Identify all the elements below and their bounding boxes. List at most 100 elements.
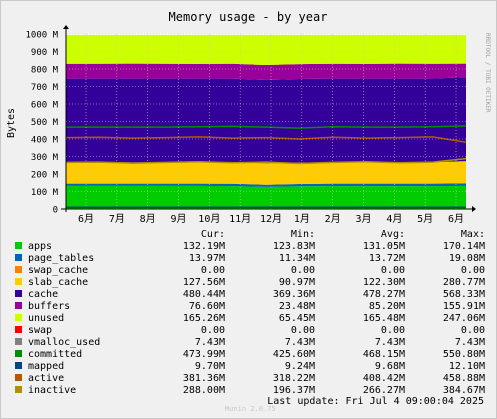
memory-chart: Memory usage - by year Bytes RRDTOOL / T…	[6, 10, 491, 225]
line-committed	[66, 125, 467, 129]
area-unused	[66, 34, 466, 65]
legend-series-name: unused	[28, 313, 65, 324]
legend-swatch	[15, 374, 22, 381]
x-tick-label: 3月	[355, 213, 371, 225]
legend-series-name: apps	[28, 241, 53, 252]
y-tick-label: 900 M	[31, 48, 59, 58]
legend-value-avg: 478.27M	[362, 289, 405, 300]
legend-value-avg: 468.15M	[362, 349, 405, 360]
x-tick-label: 6月	[448, 213, 464, 225]
legend-value-cur: 0.00	[200, 265, 225, 276]
legend-series-name: buffers	[28, 301, 71, 312]
y-tick-label: 200 M	[31, 171, 59, 181]
legend-series-name: swap	[28, 325, 53, 336]
legend-value-cur: 127.56M	[182, 277, 225, 288]
legend-swatch	[15, 362, 22, 369]
legend-value-cur: 0.00	[200, 325, 225, 336]
legend-header-cur: Cur:	[200, 229, 225, 240]
x-tick-label: 7月	[109, 213, 125, 225]
y-tick-label: 1000 M	[25, 31, 58, 41]
y-tick-label: 800 M	[31, 66, 59, 76]
legend-value-cur: 9.70M	[194, 361, 225, 372]
x-tick-label: 10月	[198, 213, 220, 225]
legend-value-avg: 7.43M	[374, 337, 405, 348]
legend-row-mapped: mapped 9.70M 9.24M 9.68M 12.10M	[15, 361, 485, 373]
legend-swatch	[15, 386, 22, 393]
x-tick-label: 1月	[294, 213, 310, 225]
legend-row-apps: apps 132.19M 123.83M 131.05M 170.14M	[15, 241, 485, 253]
legend-swatch	[15, 326, 22, 333]
legend-value-avg: 0.00	[380, 265, 405, 276]
y-tick-label: 300 M	[31, 153, 59, 163]
y-tick-label: 600 M	[31, 101, 59, 111]
y-tick-label: 100 M	[31, 188, 59, 198]
x-tick-label: 8月	[140, 213, 156, 225]
legend-value-min: 23.48M	[278, 301, 315, 312]
legend-value-max: 7.43M	[454, 337, 485, 348]
legend-value-cur: 165.26M	[182, 313, 225, 324]
legend-row-unused: unused 165.26M 65.45M 165.48M 247.06M	[15, 313, 485, 325]
x-axis-arrow	[472, 206, 476, 212]
area-buffers	[66, 63, 466, 80]
legend-swatch	[15, 338, 22, 345]
x-tick-label: 11月	[229, 213, 251, 225]
legend-series-name: mapped	[28, 361, 65, 372]
legend-value-max: 247.06M	[442, 313, 485, 324]
legend-value-cur: 288.00M	[182, 385, 225, 396]
legend-swatch	[15, 314, 22, 321]
legend-row-page-tables: page_tables 13.97M 11.34M 13.72M 19.08M	[15, 253, 485, 265]
line-active	[65, 136, 467, 144]
x-tick-label: 6月	[78, 213, 94, 225]
legend-value-min: 11.34M	[278, 253, 315, 264]
legend-value-avg: 85.20M	[368, 301, 405, 312]
legend-series-name: active	[28, 373, 65, 384]
x-tick-label: 4月	[386, 213, 402, 225]
legend-swatch	[15, 290, 22, 297]
y-tick-label: 500 M	[31, 118, 59, 128]
legend-value-cur: 132.19M	[182, 241, 225, 252]
legend-value-min: 7.43M	[284, 337, 315, 348]
legend-value-avg: 165.48M	[362, 313, 405, 324]
legend-value-cur: 76.60M	[188, 301, 225, 312]
legend-value-avg: 13.72M	[368, 253, 405, 264]
legend-value-max: 170.14M	[442, 241, 485, 252]
legend-series-name: page_tables	[28, 253, 95, 264]
legend-row-buffers: buffers 76.60M 23.48M 85.20M 155.91M	[15, 301, 485, 313]
legend-row-slab-cache: slab_cache 127.56M 90.97M 122.30M 280.77M	[15, 277, 485, 289]
legend-header-avg: Avg:	[380, 229, 405, 240]
area-page-tables	[66, 183, 466, 187]
legend-header-max: Max:	[460, 229, 485, 240]
legend-value-min: 318.22M	[272, 373, 315, 384]
legend-series-name: vmalloc_used	[28, 337, 101, 348]
legend-value-avg: 408.42M	[362, 373, 405, 384]
y-tick-label: 0	[53, 206, 58, 216]
legend-series-name: committed	[28, 349, 83, 360]
legend-row-swap-cache: swap_cache 0.00 0.00 0.00 0.00	[15, 265, 485, 277]
legend-value-min: 0.00	[290, 325, 315, 336]
legend-value-max: 384.67M	[442, 385, 485, 396]
legend-value-avg: 0.00	[380, 325, 405, 336]
legend-table: Cur: Min: Avg: Max: apps 132.19M 123.83M 13…	[15, 229, 485, 397]
legend-value-max: 458.88M	[442, 373, 485, 384]
legend-row-cache: cache 480.44M 369.36M 478.27M 568.33M	[15, 289, 485, 301]
legend-value-cur: 13.97M	[188, 253, 225, 264]
y-axis-arrow	[63, 25, 69, 29]
legend-value-cur: 7.43M	[194, 337, 225, 348]
legend-value-max: 19.08M	[448, 253, 485, 264]
legend-value-min: 369.36M	[272, 289, 315, 300]
legend-value-avg: 131.05M	[362, 241, 405, 252]
legend-series-name: cache	[28, 289, 59, 300]
x-tick-label: 12月	[260, 213, 282, 225]
legend-value-min: 123.83M	[272, 241, 315, 252]
legend-row-committed: committed 473.99M 425.60M 468.15M 550.80M	[15, 349, 485, 361]
legend-value-cur: 480.44M	[182, 289, 225, 300]
legend-value-min: 9.24M	[284, 361, 315, 372]
legend-value-cur: 473.99M	[182, 349, 225, 360]
line-inactive	[65, 157, 467, 165]
legend-value-max: 280.77M	[442, 277, 485, 288]
legend-swatch	[15, 278, 22, 285]
plot-area: 0 100 M 200 M 300 M 400 M 500 M 600 M 700 M 800 …	[25, 25, 476, 225]
legend-value-min: 65.45M	[278, 313, 315, 324]
y-tick-label: 400 M	[31, 136, 59, 146]
x-tick-label: 2月	[325, 213, 341, 225]
